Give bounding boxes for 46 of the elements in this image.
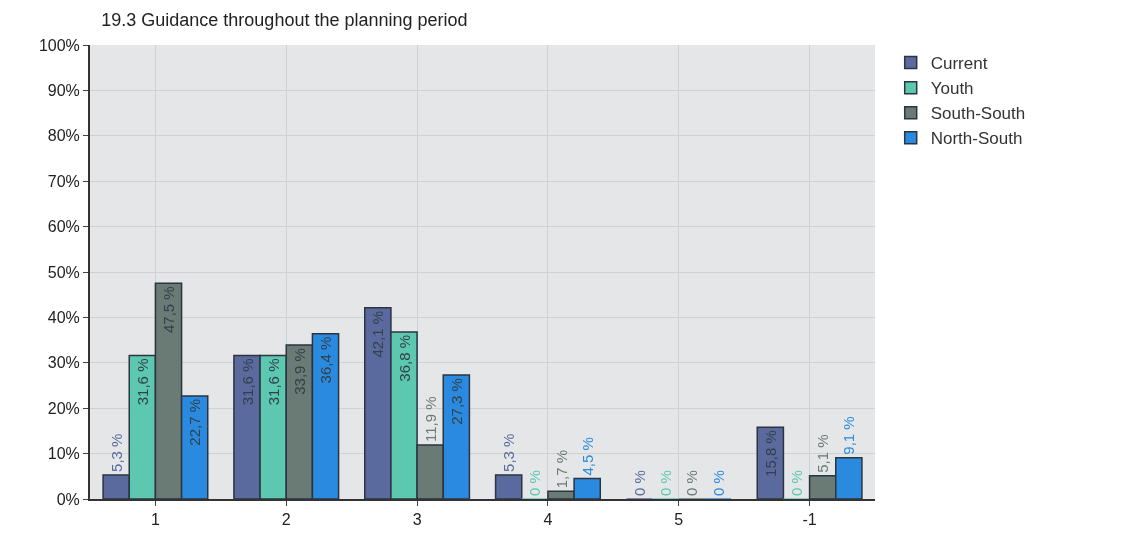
legend-label: South-South — [930, 104, 1026, 124]
data-label: 0 % — [709, 470, 727, 496]
legend-label: Current — [930, 54, 988, 74]
y-tick-label: 60% — [47, 218, 80, 236]
x-tick-label: 2 — [281, 511, 291, 529]
data-label: 5,3 % — [107, 433, 125, 472]
data-label: 5,1 % — [814, 434, 832, 473]
y-tick-label: 20% — [47, 399, 80, 417]
data-label: 0 % — [788, 470, 805, 496]
data-label: 22,7 % — [186, 398, 204, 446]
data-label: 42,1 % — [369, 310, 387, 358]
y-tick-label: 90% — [47, 82, 80, 99]
data-label: 36,4 % — [317, 336, 334, 384]
x-tick-label: -1 — [802, 511, 817, 529]
y-tick-label: 0% — [56, 490, 80, 508]
chart-title: 19.3 Guidance throughout the planning period — [101, 10, 468, 31]
y-tick-label: 80% — [47, 127, 80, 145]
data-label: 31,6 % — [264, 358, 282, 406]
data-label: 31,6 % — [238, 358, 256, 406]
y-tick-label: 40% — [47, 309, 80, 326]
x-tick-label: 1 — [150, 511, 160, 529]
y-tick-label: 30% — [47, 354, 80, 372]
data-label: 33,9 % — [290, 348, 308, 395]
data-label: 0 % — [657, 470, 675, 496]
legend-label: North-South — [930, 129, 1023, 149]
y-tick-label: 50% — [47, 263, 80, 281]
data-label: 0 % — [683, 470, 701, 496]
data-label: 36,8 % — [395, 334, 413, 382]
y-tick-label: 100% — [38, 36, 80, 54]
y-tick-label: 10% — [47, 445, 80, 463]
x-tick-label: 4 — [543, 511, 553, 529]
data-label: 0 % — [526, 470, 544, 496]
data-label: 5,3 % — [500, 433, 518, 472]
data-label: 0 % — [631, 470, 648, 496]
data-label: 47,5 % — [160, 286, 177, 334]
legend-label: Youth — [930, 79, 974, 99]
data-label: 11,9 % — [421, 396, 439, 442]
x-tick-label: 3 — [412, 511, 422, 529]
x-tick-label: 5 — [674, 511, 684, 529]
data-label: 27,3 % — [447, 378, 465, 425]
data-label: 4,5 % — [578, 437, 596, 476]
data-label: 9,1 % — [840, 416, 858, 455]
data-label: 15,8 % — [761, 430, 779, 477]
data-label: 31,6 % — [133, 358, 151, 406]
y-tick-label: 70% — [47, 172, 80, 190]
data-label: 1,7 % — [552, 449, 570, 489]
